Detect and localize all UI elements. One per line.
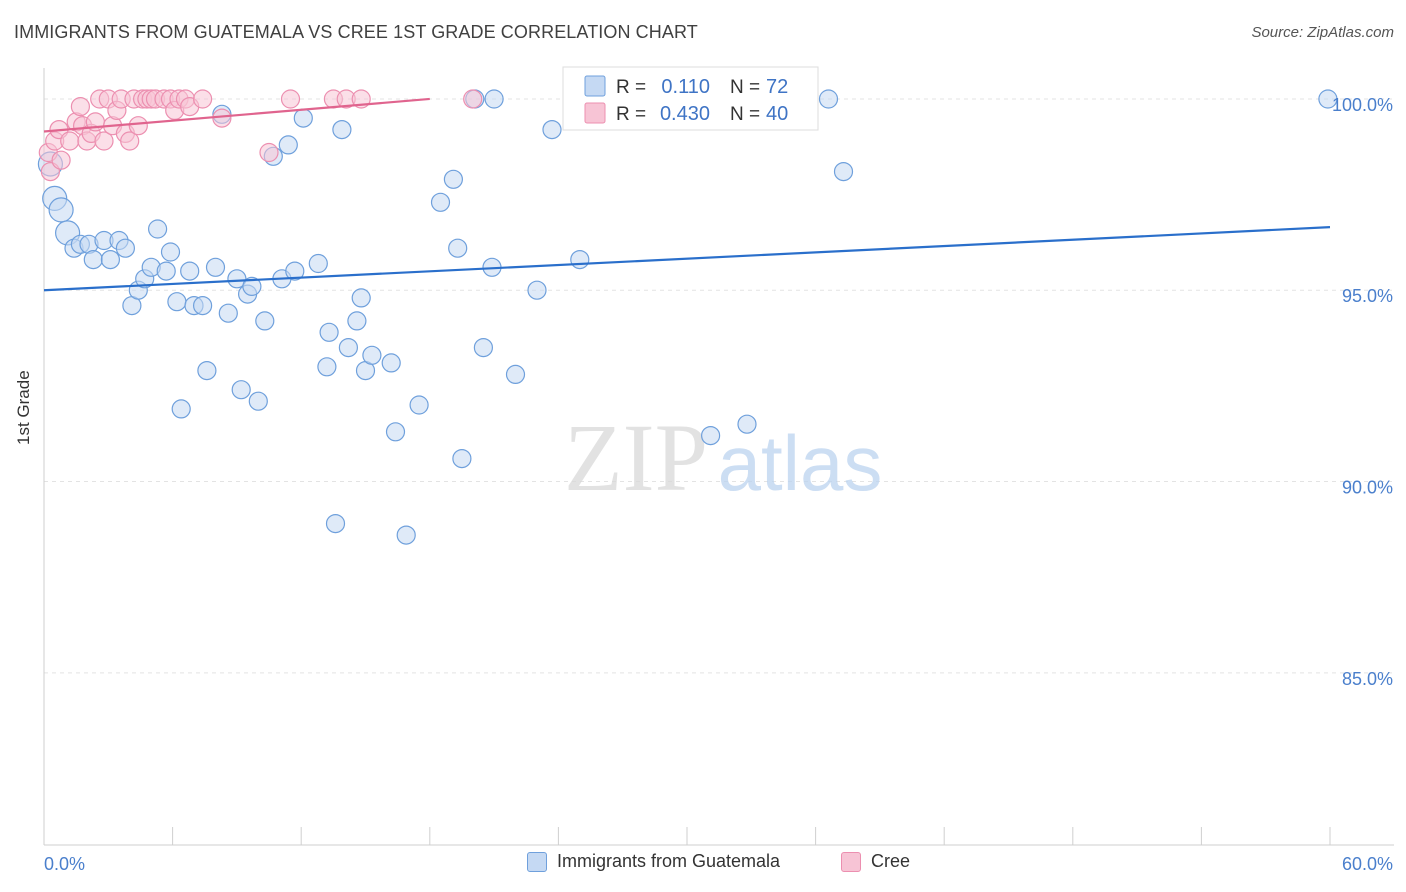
data-point-guatemala [700, 426, 721, 446]
data-point-guatemala [505, 364, 526, 384]
data-point-cree [70, 96, 91, 117]
data-point-guatemala [385, 422, 406, 442]
stats-r-label: R = [616, 104, 646, 125]
legend-item-cree: Cree [841, 851, 910, 872]
data-point-guatemala [308, 253, 328, 274]
data-point-guatemala [115, 238, 136, 258]
data-point-guatemala [171, 399, 191, 419]
data-point-guatemala [317, 357, 337, 377]
data-point-cree [94, 131, 114, 151]
data-point-guatemala [737, 414, 757, 434]
data-point-guatemala [83, 250, 103, 270]
chart-source: Source: ZipAtlas.com [1251, 24, 1394, 41]
watermark-zip: ZIP [564, 404, 708, 511]
data-point-guatemala [381, 353, 401, 373]
data-point-guatemala [285, 261, 305, 281]
data-point-guatemala [156, 261, 176, 281]
trend-line-guatemala [43, 226, 1331, 292]
data-point-cree [463, 89, 483, 109]
watermark: ZIP atlas [564, 404, 882, 511]
data-point-guatemala [347, 311, 367, 331]
data-point-guatemala [1318, 89, 1338, 109]
trend-lines [43, 97, 1331, 292]
data-point-guatemala [484, 89, 504, 109]
stats-r-value: 0.430 [660, 103, 710, 125]
data-point-guatemala [160, 242, 181, 262]
data-point-cree [51, 150, 71, 170]
stats-n-label: N = [730, 77, 760, 98]
legend-swatch-guatemala [527, 851, 547, 872]
data-point-guatemala [542, 120, 562, 140]
data-point-guatemala [48, 197, 74, 223]
legend-item-guatemala: Immigrants from Guatemala [527, 851, 780, 872]
data-point-guatemala [818, 89, 839, 109]
stats-legend-swatch [584, 102, 606, 124]
data-points [37, 89, 1338, 545]
y-tick-label: 85.0% [1342, 669, 1393, 689]
data-point-guatemala [197, 361, 217, 381]
stats-legend: R = 0.110 N = 72 R = 0.430 N = 40 [562, 66, 819, 131]
data-point-guatemala [473, 338, 493, 358]
data-point-guatemala [148, 219, 168, 239]
data-point-guatemala [527, 280, 547, 300]
data-point-guatemala [293, 108, 313, 128]
data-point-cree [259, 142, 279, 163]
y-tick-label: 90.0% [1342, 478, 1393, 498]
data-point-guatemala [193, 296, 213, 316]
data-point-guatemala [319, 322, 339, 342]
data-point-guatemala [255, 311, 275, 331]
watermark-atlas: atlas [718, 419, 883, 507]
x-tick-label: 0.0% [44, 854, 85, 874]
data-point-guatemala [218, 303, 238, 323]
stats-legend-box [562, 66, 819, 131]
data-point-cree [280, 89, 301, 109]
stats-n-label: N = [730, 104, 760, 125]
y-tick-label: 95.0% [1342, 286, 1393, 306]
data-point-guatemala [248, 391, 268, 411]
stats-n-value: 40 [766, 103, 788, 125]
data-point-guatemala [167, 292, 187, 312]
data-point-cree [128, 116, 148, 136]
data-point-guatemala [396, 525, 416, 545]
data-point-guatemala [231, 380, 251, 400]
data-point-guatemala [100, 250, 121, 270]
data-point-guatemala [205, 257, 226, 277]
legend-swatch-cree [841, 851, 861, 872]
stats-legend-swatch [584, 75, 606, 97]
data-point-guatemala [409, 395, 429, 415]
data-point-guatemala [338, 338, 358, 358]
stats-r-label: R = [616, 77, 646, 98]
data-point-guatemala [362, 345, 382, 365]
data-point-guatemala [325, 513, 346, 534]
data-point-guatemala [443, 169, 463, 189]
data-point-guatemala [351, 288, 371, 308]
stats-n-value: 72 [766, 76, 788, 98]
data-point-guatemala [430, 192, 451, 212]
tick-labels: 85.0% 90.0% 95.0% 100.0% 0.0% 60.0% [44, 95, 1393, 874]
data-point-guatemala [278, 135, 298, 155]
data-point-guatemala [332, 120, 352, 140]
data-point-cree [193, 89, 213, 109]
chart-title: IMMIGRANTS FROM GUATEMALA VS CREE 1ST GR… [14, 22, 698, 42]
data-point-guatemala [242, 276, 262, 296]
data-point-guatemala [448, 238, 468, 258]
y-tick-label: 100.0% [1332, 95, 1393, 115]
data-point-guatemala [227, 269, 247, 289]
data-point-guatemala [833, 162, 854, 182]
legend-label-cree: Cree [871, 851, 911, 871]
data-point-cree [120, 131, 140, 151]
trend-line-cree [43, 97, 430, 133]
stats-r-value: 0.110 [661, 76, 710, 98]
data-point-guatemala [452, 449, 472, 469]
legend-label-guatemala: Immigrants from Guatemala [557, 851, 781, 871]
data-point-guatemala [570, 250, 590, 270]
data-point-cree [60, 131, 80, 151]
x-tick-label: 60.0% [1342, 854, 1393, 874]
data-point-guatemala [180, 261, 200, 281]
